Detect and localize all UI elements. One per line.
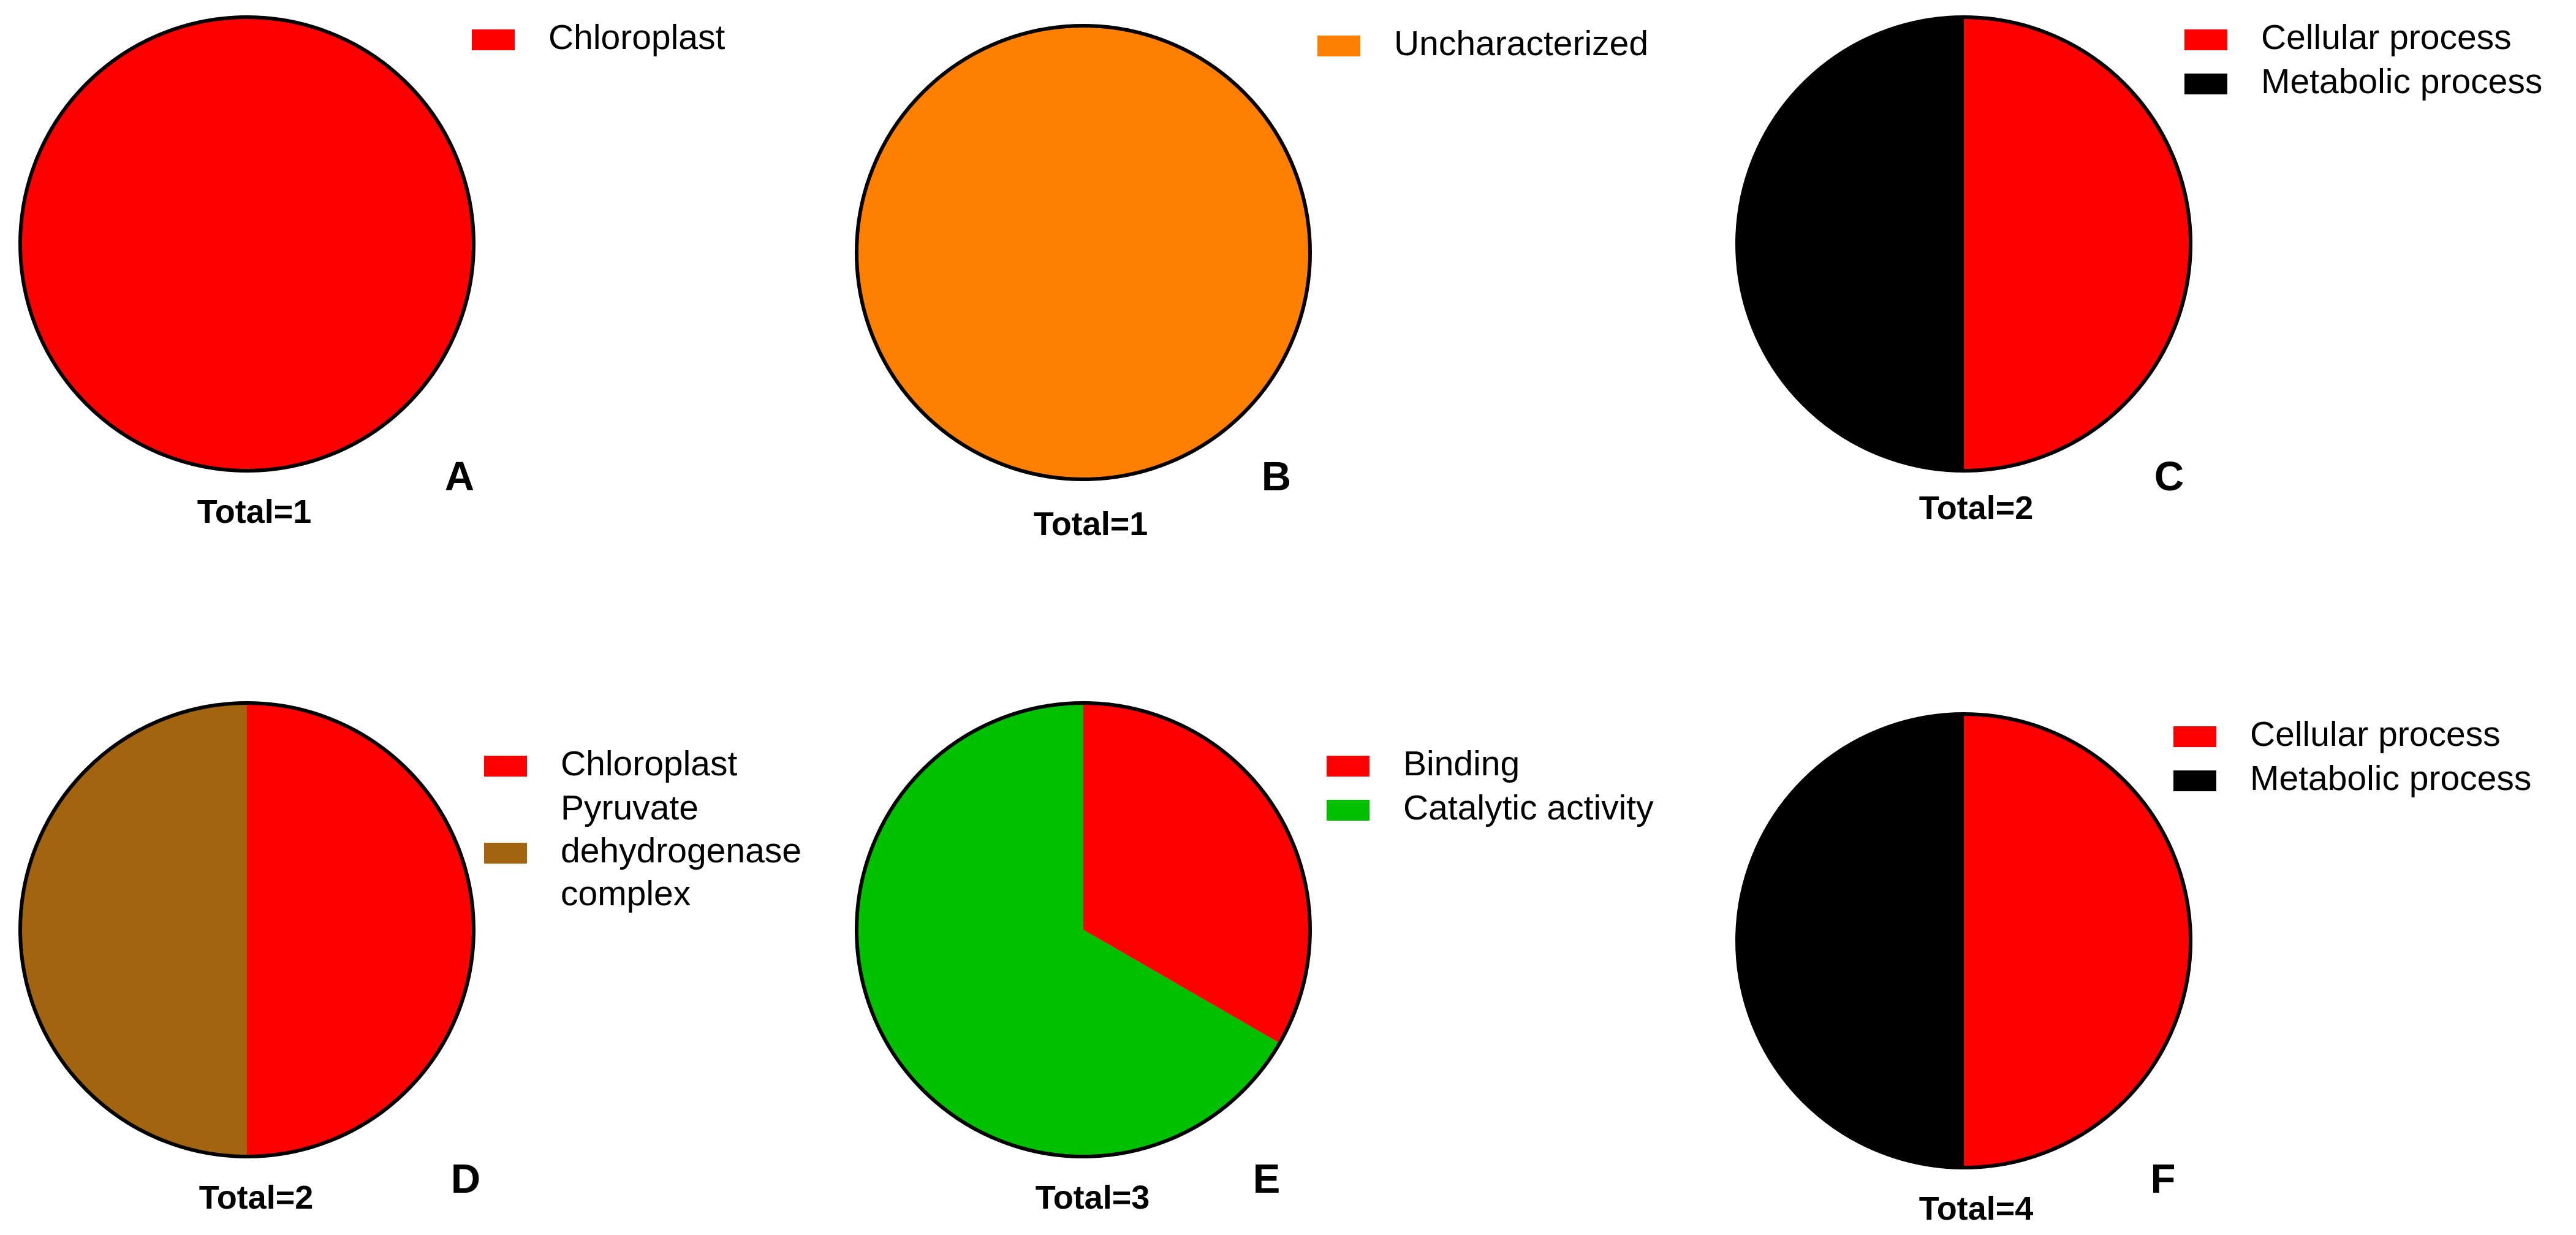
total-label: Total=2 <box>1919 490 2034 526</box>
panel-label: D <box>451 1156 480 1202</box>
panel-label: A <box>445 454 474 500</box>
panel-label: E <box>1253 1156 1281 1202</box>
pie-outline <box>1735 712 2192 1169</box>
legend-label: Uncharacterized <box>1394 24 1648 63</box>
legend-swatch <box>484 843 527 864</box>
pie-panel-e: Binding Catalytic activity Total=3 E <box>855 701 1654 1216</box>
pie-slice-uncharacterized <box>857 26 1310 479</box>
legend-label: Metabolic process <box>2261 62 2542 101</box>
pie-panel-f: Cellular process Metabolic process Total=4… <box>1735 712 2531 1227</box>
pie-slice-cellular-process <box>1964 714 2191 1168</box>
legend-swatch <box>472 29 515 50</box>
legend-label-line: Pyruvate <box>561 788 699 827</box>
pie-outline <box>855 24 1312 481</box>
pie-slice-binding <box>1083 703 1310 1043</box>
legend-label-line: dehydrogenase <box>561 831 801 870</box>
legend-label: Metabolic process <box>2250 759 2531 798</box>
total-label: Total=4 <box>1919 1190 2034 1227</box>
pie-slice-chloroplast <box>20 17 474 471</box>
legend-label: Binding <box>1403 744 1520 783</box>
total-label: Total=1 <box>1034 506 1148 542</box>
pie-outline <box>18 701 475 1158</box>
pie-slice-chloroplast <box>247 703 474 1157</box>
legend-swatch <box>1317 36 1360 56</box>
legend-swatch <box>2173 770 2216 791</box>
panel-label: C <box>2154 454 2184 500</box>
legend-label-line: complex <box>561 874 691 913</box>
total-label: Total=3 <box>1036 1179 1150 1216</box>
pie-slice-metabolic-process <box>1737 714 1964 1168</box>
legend-swatch <box>2184 74 2227 94</box>
legend-swatch <box>1327 800 1369 821</box>
pie-panel-d: Chloroplast Pyruvate dehydrogenase complex T… <box>18 701 801 1216</box>
pie-slice-pyruvate-dehydrogenase-complex <box>20 703 247 1157</box>
pie-outline <box>855 701 1312 1158</box>
pie-panel-c: Cellular process Metabolic process Total=2… <box>1735 15 2542 526</box>
legend-swatch <box>2184 29 2227 50</box>
legend-label: Chloroplast <box>561 744 737 783</box>
pie-panel-a: Chloroplast Total=1 A <box>18 15 725 530</box>
legend-swatch <box>484 756 527 777</box>
legend-label: Catalytic activity <box>1403 788 1654 827</box>
legend-label: Chloroplast <box>548 18 725 57</box>
pie-panel-b: Uncharacterized Total=1 B <box>855 24 1648 542</box>
pie-slice-metabolic-process <box>1737 17 1964 471</box>
panel-label: F <box>2151 1156 2176 1202</box>
pie-slice-catalytic-activity <box>857 703 1280 1157</box>
legend-swatch <box>2173 726 2216 747</box>
legend-label: Pyruvate dehydrogenase complex <box>561 788 801 913</box>
pie-slice-cellular-process <box>1964 17 2191 471</box>
legend-label: Cellular process <box>2261 18 2512 57</box>
total-label: Total=2 <box>199 1179 314 1216</box>
pie-outline <box>1735 15 2192 473</box>
legend-swatch <box>1327 756 1369 777</box>
legend-label: Cellular process <box>2250 715 2501 754</box>
panel-label: B <box>1262 454 1291 500</box>
pie-outline <box>18 15 475 473</box>
total-label: Total=1 <box>197 493 312 530</box>
